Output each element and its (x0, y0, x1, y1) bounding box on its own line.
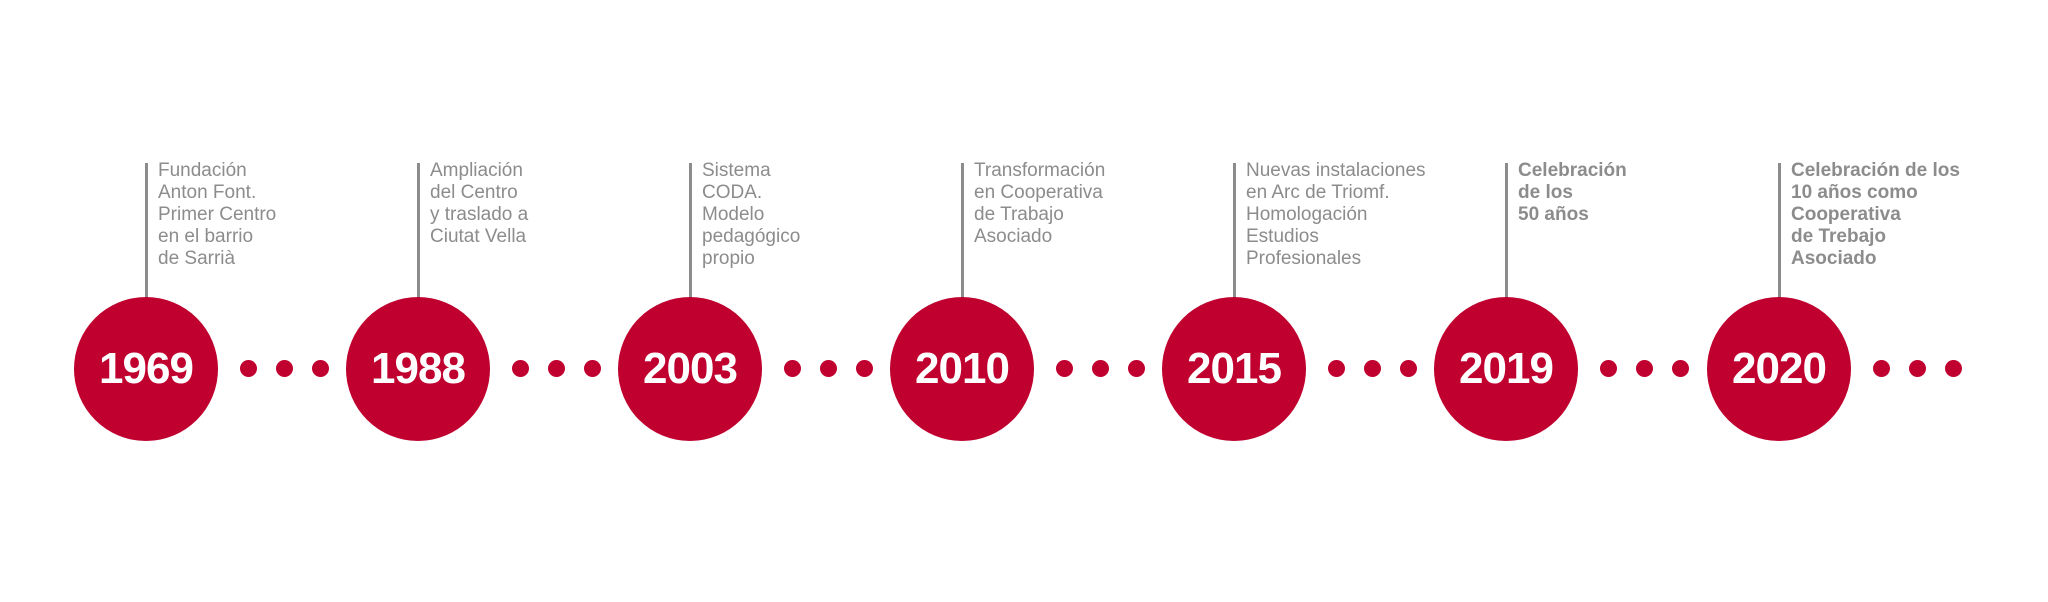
separator-dot (548, 360, 565, 377)
separator-dot (1873, 360, 1890, 377)
separator-dot (584, 360, 601, 377)
milestone-1969: Fundación Anton Font. Primer Centro en e… (74, 0, 418, 602)
connector-line (1505, 163, 1508, 298)
separator-dot (1128, 360, 1145, 377)
separator-dot (240, 360, 257, 377)
separator-dot (512, 360, 529, 377)
year-circle: 2020 (1707, 297, 1851, 441)
milestone-2003: Sistema CODA. Modelo pedagógico propio 20… (618, 0, 962, 602)
milestone-description: Nuevas instalaciones en Arc de Triomf. H… (1246, 160, 1426, 269)
milestone-2020: Celebración de los 10 años como Cooperat… (1707, 0, 2048, 602)
milestone-description: Transformación en Cooperativa de Trabajo… (974, 160, 1106, 247)
year-label: 1969 (99, 344, 194, 393)
separator-dot (1600, 360, 1617, 377)
separator-dot (1400, 360, 1417, 377)
milestone-2010: Transformación en Cooperativa de Trabajo… (890, 0, 1234, 602)
milestone-1988: Ampliación del Centro y traslado a Ciuta… (346, 0, 690, 602)
connector-line (417, 163, 420, 298)
milestone-description: Ampliación del Centro y traslado a Ciuta… (430, 160, 529, 247)
separator-dot (1364, 360, 1381, 377)
separator-dot (784, 360, 801, 377)
separator-dot (1672, 360, 1689, 377)
milestone-description: Celebración de los 50 años (1518, 160, 1627, 225)
connector-line (1233, 163, 1236, 298)
separator-dot (820, 360, 837, 377)
milestone-description: Sistema CODA. Modelo pedagógico propio (702, 160, 801, 269)
separator-dot (1092, 360, 1109, 377)
connector-line (961, 163, 964, 298)
separator-dot (1945, 360, 1962, 377)
separator-dot (1636, 360, 1653, 377)
year-circle: 1969 (74, 297, 218, 441)
year-circle: 2019 (1434, 297, 1578, 441)
year-label: 2010 (915, 344, 1010, 393)
connector-line (145, 163, 148, 298)
connector-line (689, 163, 692, 298)
separator-dot (1328, 360, 1345, 377)
separator-dot (276, 360, 293, 377)
year-circle: 2010 (890, 297, 1034, 441)
year-label: 2019 (1459, 344, 1554, 393)
milestone-description: Celebración de los 10 años como Cooperat… (1791, 160, 1960, 269)
year-label: 2003 (643, 344, 738, 393)
year-label: 2015 (1187, 344, 1282, 393)
year-circle: 2003 (618, 297, 762, 441)
separator-dot (312, 360, 329, 377)
milestone-2019: Celebración de los 50 años 2019 (1434, 0, 1778, 602)
year-circle: 1988 (346, 297, 490, 441)
connector-line (1778, 163, 1781, 298)
milestone-2015: Nuevas instalaciones en Arc de Triomf. H… (1162, 0, 1506, 602)
separator-dot (1056, 360, 1073, 377)
milestone-description: Fundación Anton Font. Primer Centro en e… (158, 160, 277, 269)
year-label: 1988 (371, 344, 466, 393)
year-circle: 2015 (1162, 297, 1306, 441)
year-label: 2020 (1732, 344, 1827, 393)
separator-dot (1909, 360, 1926, 377)
separator-dot (856, 360, 873, 377)
